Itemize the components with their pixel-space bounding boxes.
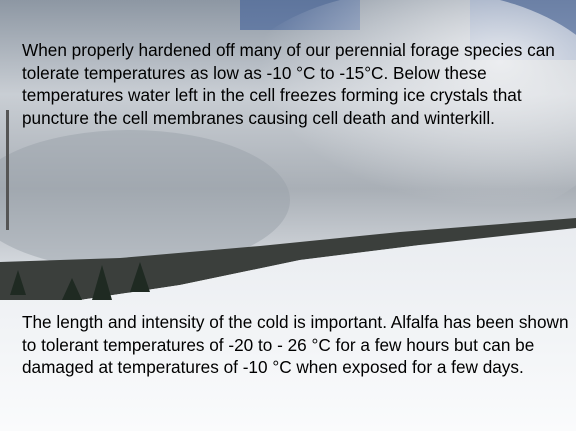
slide: When properly hardened off many of our p… xyxy=(0,0,576,431)
paragraph: When properly hardened off many of our p… xyxy=(22,39,570,129)
paragraph: The length and intensity of the cold is … xyxy=(22,311,570,379)
